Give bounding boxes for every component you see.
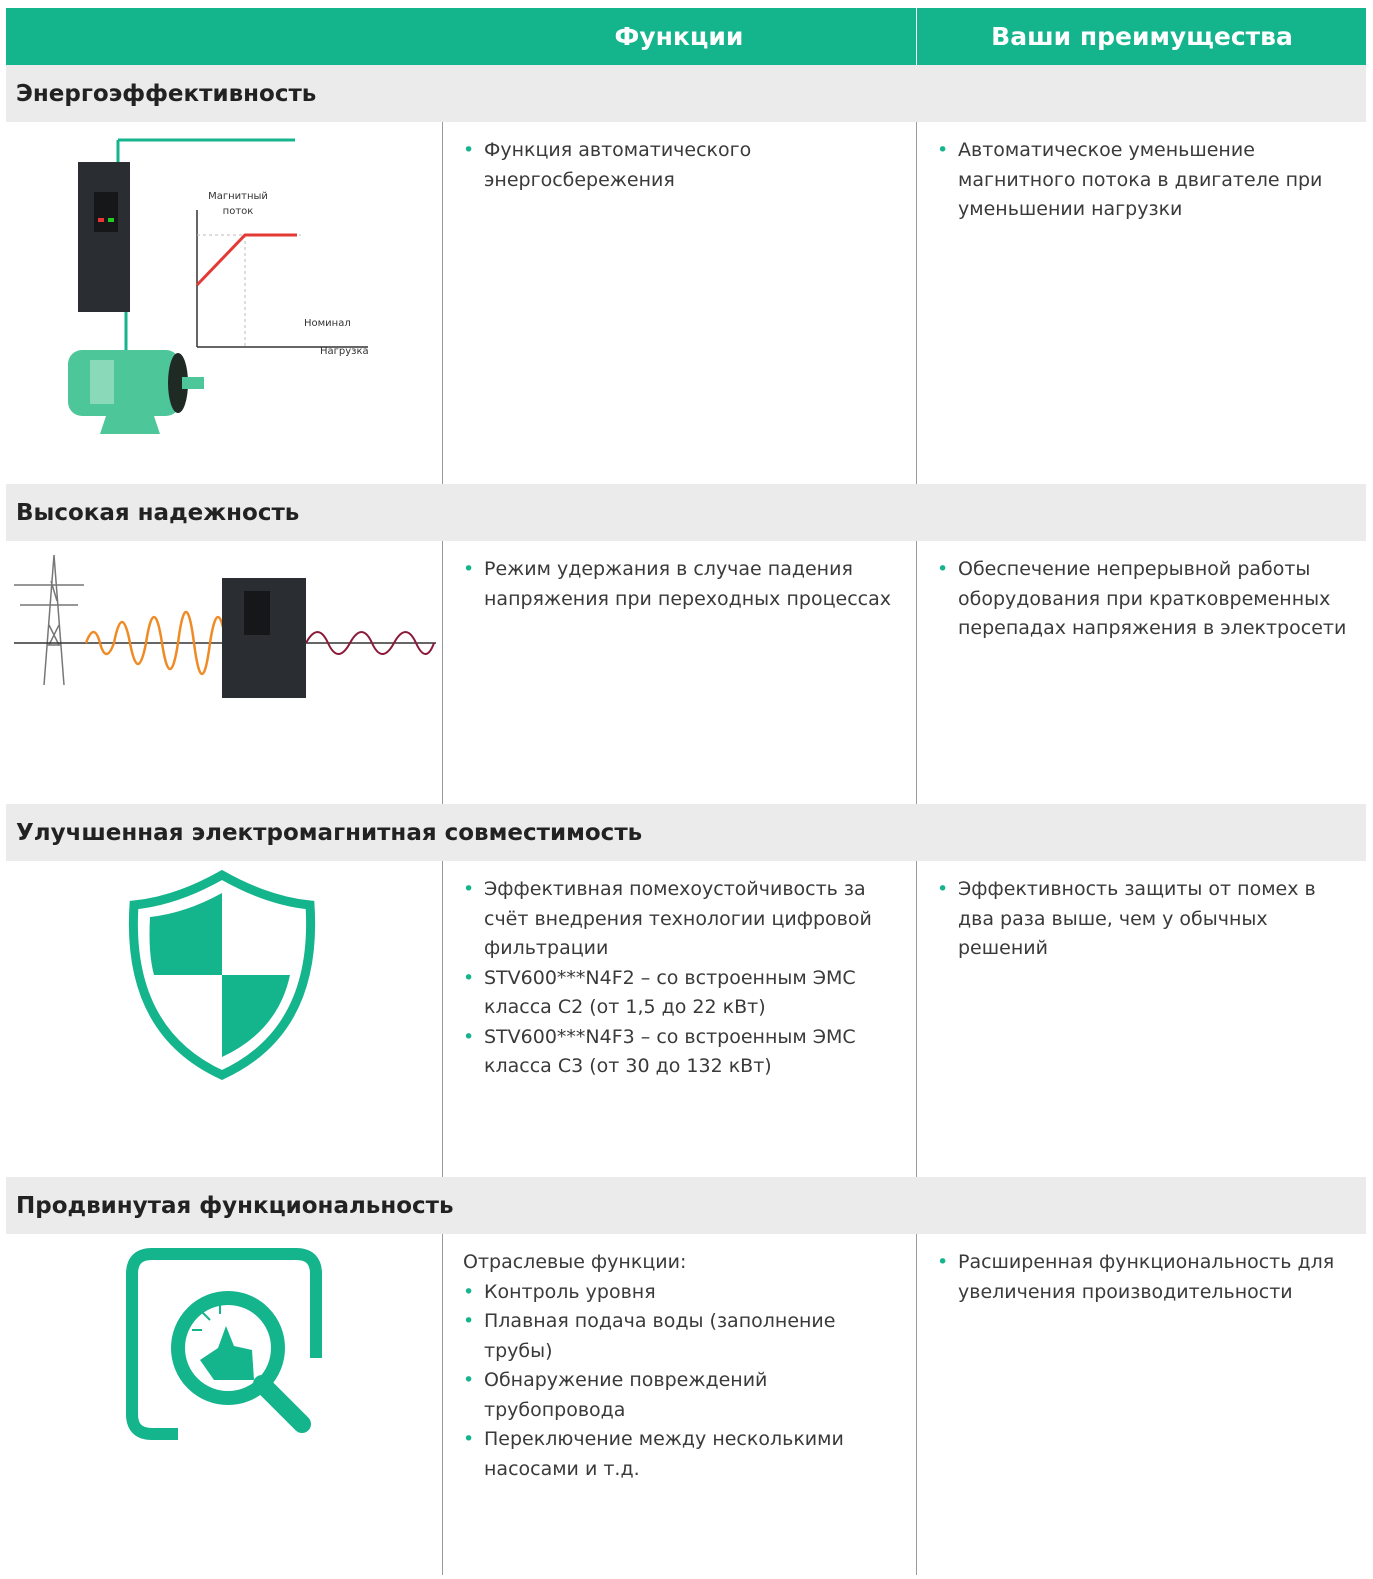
reliability-illustration <box>14 554 436 698</box>
axis-label: Номинал <box>304 318 351 329</box>
functions-cell: Режим удержания в случае падения напряже… <box>442 541 916 804</box>
feature-table: Функции Ваши преимущества Энергоэффектив… <box>6 8 1366 1575</box>
list-item: Переключение между несколькими насосами … <box>463 1425 906 1484</box>
benefits-cell: Расширенная функциональность для увеличе… <box>916 1234 1366 1575</box>
section-title: Энергоэффективность <box>6 65 1366 122</box>
functions-cell: Эффективная помехоустойчивость за счёт в… <box>442 861 916 1177</box>
functions-cell: Функция автоматического энергосбережения <box>442 122 916 484</box>
list-item: Расширенная функциональность для увеличе… <box>937 1248 1356 1307</box>
bullet-list: Функция автоматического энергосбережения <box>463 136 906 195</box>
axis-label: поток <box>223 206 254 217</box>
shield-icon <box>128 869 316 1080</box>
list-item: Режим удержания в случае падения напряже… <box>463 555 906 614</box>
section-row: Эффективная помехоустойчивость за счёт в… <box>6 861 1366 1177</box>
benefits-cell: Эффективность защиты от помех в два раза… <box>916 861 1366 1177</box>
axis-label: Нагрузка <box>320 346 369 357</box>
bullet-list: Контроль уровняПлавная подача воды (запо… <box>463 1278 906 1485</box>
list-item: Плавная подача воды (заполнение трубы) <box>463 1307 906 1366</box>
section-title: Высокая надежность <box>6 484 1366 541</box>
benefits-cell: Обеспечение непрерывной работы оборудова… <box>916 541 1366 804</box>
bullet-list: Эффективная помехоустойчивость за счёт в… <box>463 875 906 1082</box>
functions-cell: Отраслевые функции: Контроль уровняПлавна… <box>442 1234 916 1575</box>
bullet-list: Автоматическое уменьшение магнитного пот… <box>937 136 1356 225</box>
list-item: Эффективность защиты от помех в два раза… <box>937 875 1356 964</box>
column-header: Ваши преимущества <box>916 8 1367 65</box>
list-item: STV600***N4F3 – со встроенным ЭМС класса… <box>463 1023 906 1082</box>
bullet-list: Обеспечение непрерывной работы оборудова… <box>937 555 1356 644</box>
axis-label: Магнитный <box>208 191 268 202</box>
list-item: Контроль уровня <box>463 1278 906 1308</box>
benefits-cell: Автоматическое уменьшение магнитного пот… <box>916 122 1366 484</box>
list-item: Эффективная помехоустойчивость за счёт в… <box>463 875 906 964</box>
section-row: Магнитный поток Номинал Нагрузка Функция… <box>6 122 1366 484</box>
bullet-list: Расширенная функциональность для увеличе… <box>937 1248 1356 1307</box>
table-header: Функции Ваши преимущества <box>6 8 1366 65</box>
energy-illustration: Магнитный поток Номинал Нагрузка <box>68 138 369 434</box>
bullet-list: Режим удержания в случае падения напряже… <box>463 555 906 614</box>
function-icon <box>126 1248 322 1440</box>
bullet-list: Эффективность защиты от помех в два раза… <box>937 875 1356 964</box>
section-title: Улучшенная электромагнитная совместимост… <box>6 804 1366 861</box>
list-item: STV600***N4F2 – со встроенным ЭМС класса… <box>463 964 906 1023</box>
list-intro: Отраслевые функции: <box>463 1251 687 1273</box>
section-row: Режим удержания в случае падения напряже… <box>6 541 1366 804</box>
list-item: Автоматическое уменьшение магнитного пот… <box>937 136 1356 225</box>
section-row: Отраслевые функции: Контроль уровняПлавна… <box>6 1234 1366 1575</box>
list-item: Обеспечение непрерывной работы оборудова… <box>937 555 1356 644</box>
list-item: Функция автоматического энергосбережения <box>463 136 906 195</box>
section-title: Продвинутая функциональность <box>6 1177 1366 1234</box>
column-header: Функции <box>614 22 744 51</box>
list-item: Обнаружение повреждений трубопровода <box>463 1366 906 1425</box>
